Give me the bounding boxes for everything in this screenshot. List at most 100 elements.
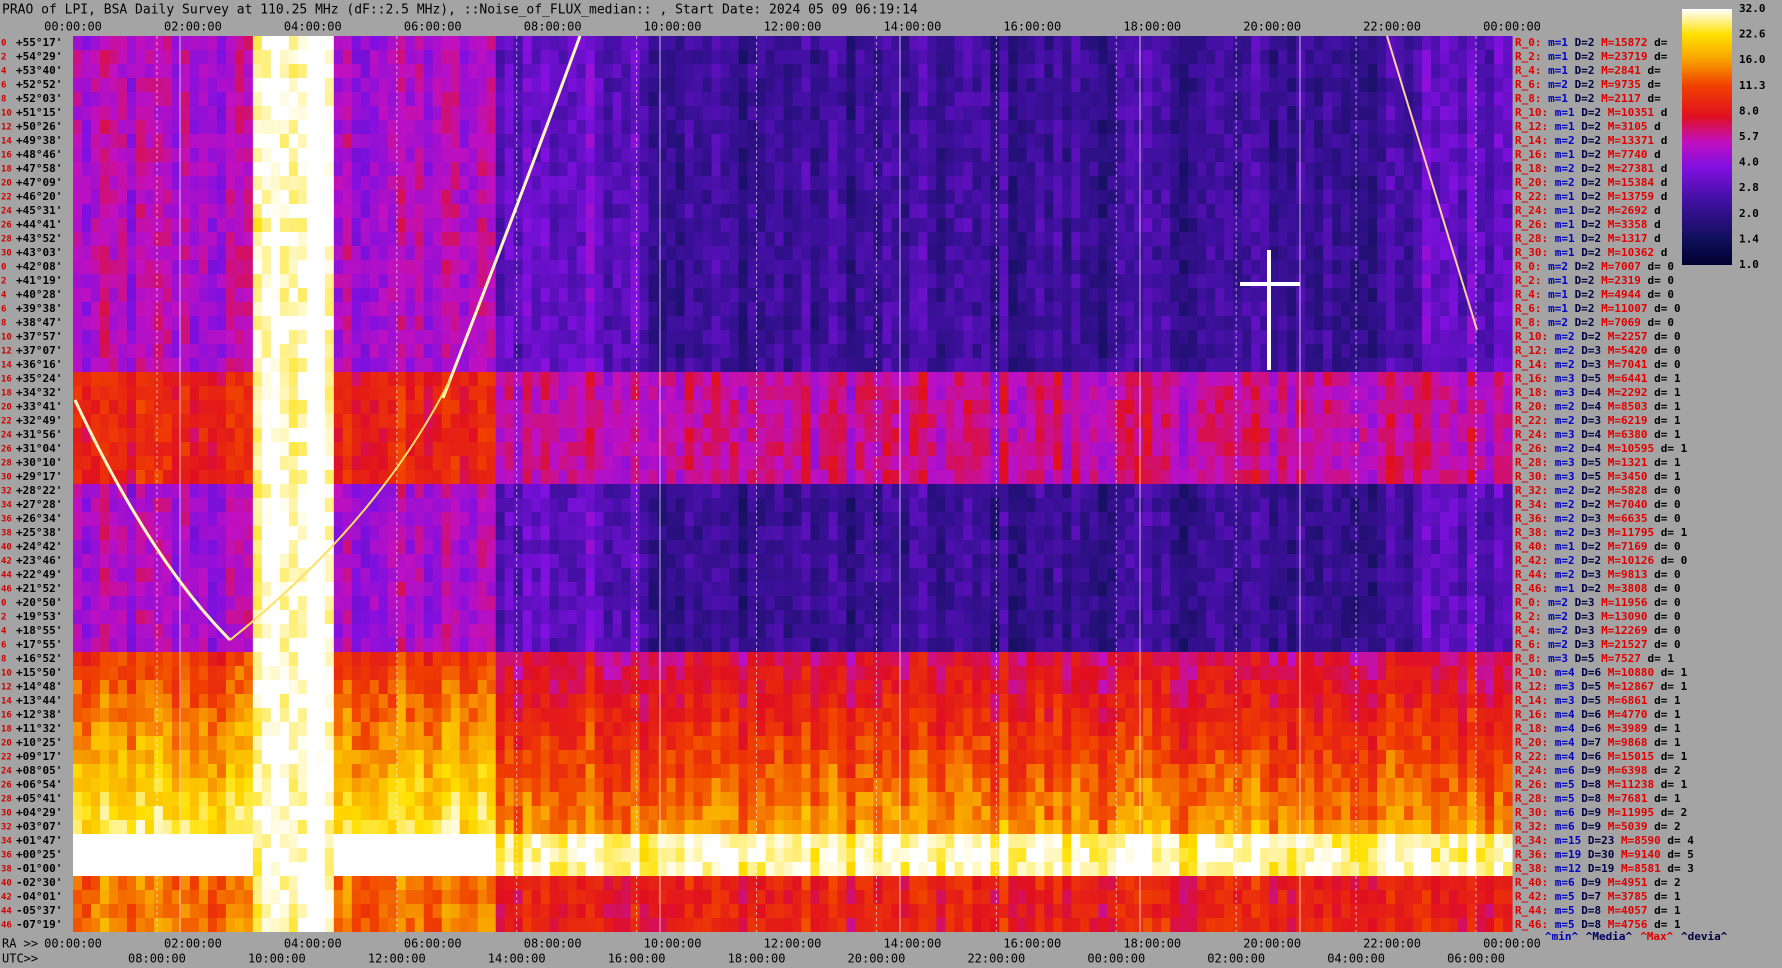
cell bbox=[306, 456, 317, 470]
cell bbox=[567, 344, 578, 358]
cell bbox=[162, 162, 173, 176]
cell bbox=[954, 148, 964, 162]
cell bbox=[1053, 358, 1063, 372]
cell bbox=[999, 274, 1009, 288]
cell bbox=[324, 204, 335, 218]
cell bbox=[351, 330, 362, 344]
cell bbox=[171, 442, 182, 456]
cell bbox=[648, 190, 659, 204]
cell bbox=[279, 218, 290, 232]
cell bbox=[657, 148, 668, 162]
cell bbox=[549, 274, 560, 288]
cell bbox=[1386, 176, 1396, 190]
cell bbox=[576, 162, 587, 176]
cell bbox=[1386, 218, 1396, 232]
cell bbox=[1089, 232, 1099, 246]
cell bbox=[882, 36, 893, 50]
cell bbox=[765, 246, 776, 260]
cell bbox=[234, 428, 245, 442]
cell bbox=[333, 92, 344, 106]
cell bbox=[846, 190, 857, 204]
cell bbox=[819, 386, 830, 400]
cell bbox=[1251, 190, 1261, 204]
cell bbox=[1107, 302, 1117, 316]
cell bbox=[540, 400, 551, 414]
cell bbox=[666, 414, 677, 428]
cell bbox=[1449, 428, 1459, 442]
cell bbox=[342, 442, 353, 456]
cell bbox=[108, 204, 119, 218]
cell bbox=[108, 428, 119, 442]
cell bbox=[171, 246, 182, 260]
cell bbox=[1026, 176, 1036, 190]
cell bbox=[774, 134, 785, 148]
cell bbox=[783, 400, 794, 414]
cell bbox=[1242, 148, 1252, 162]
cell bbox=[1458, 134, 1468, 148]
cell bbox=[882, 78, 893, 92]
cell bbox=[1467, 218, 1477, 232]
cell bbox=[918, 148, 928, 162]
cell bbox=[117, 442, 128, 456]
cell bbox=[495, 190, 506, 204]
cell bbox=[1125, 428, 1135, 442]
cell bbox=[756, 442, 767, 456]
cell bbox=[198, 148, 209, 162]
cell bbox=[1035, 414, 1045, 428]
cell bbox=[846, 316, 857, 330]
cell bbox=[954, 274, 964, 288]
cell bbox=[1188, 134, 1198, 148]
cell bbox=[450, 442, 461, 456]
cell bbox=[162, 232, 173, 246]
cell bbox=[1386, 456, 1396, 470]
cell bbox=[810, 50, 821, 64]
cell bbox=[1287, 36, 1297, 50]
cell bbox=[342, 414, 353, 428]
cell bbox=[198, 92, 209, 106]
cell bbox=[954, 134, 964, 148]
cell bbox=[1404, 120, 1414, 134]
cell bbox=[1179, 330, 1189, 344]
cell bbox=[918, 120, 928, 134]
cell bbox=[306, 358, 317, 372]
cell bbox=[153, 50, 164, 64]
cell bbox=[252, 148, 263, 162]
cell bbox=[540, 204, 551, 218]
cell bbox=[1476, 50, 1486, 64]
cell bbox=[567, 148, 578, 162]
cell bbox=[1305, 78, 1315, 92]
cell bbox=[297, 50, 308, 64]
cell bbox=[1098, 106, 1108, 120]
cell bbox=[963, 274, 973, 288]
cell bbox=[981, 358, 991, 372]
cell bbox=[729, 442, 740, 456]
cell bbox=[666, 36, 677, 50]
cell bbox=[315, 344, 326, 358]
cell bbox=[1314, 372, 1324, 386]
cell bbox=[549, 330, 560, 344]
cell bbox=[333, 204, 344, 218]
cell bbox=[531, 92, 542, 106]
cell bbox=[1062, 106, 1072, 120]
cell bbox=[1395, 218, 1405, 232]
cell bbox=[378, 218, 389, 232]
cell bbox=[756, 274, 767, 288]
cell bbox=[486, 288, 497, 302]
cell bbox=[738, 106, 749, 120]
cell bbox=[1296, 274, 1306, 288]
cell bbox=[1476, 386, 1486, 400]
cell bbox=[729, 176, 740, 190]
cell bbox=[1152, 162, 1162, 176]
cell bbox=[1305, 456, 1315, 470]
cell bbox=[1350, 148, 1360, 162]
cell bbox=[1395, 358, 1405, 372]
cell bbox=[189, 162, 200, 176]
cell bbox=[882, 400, 893, 414]
cell bbox=[801, 414, 812, 428]
cell bbox=[216, 64, 227, 78]
cell bbox=[360, 50, 371, 64]
cell bbox=[1053, 148, 1063, 162]
cell bbox=[603, 36, 614, 50]
cell bbox=[1449, 400, 1459, 414]
cell bbox=[819, 106, 830, 120]
